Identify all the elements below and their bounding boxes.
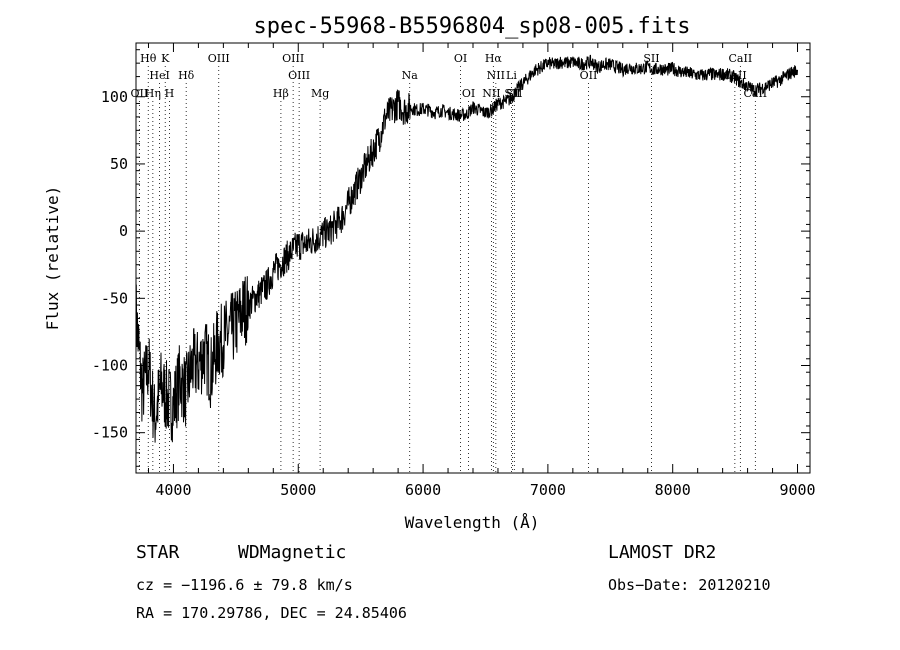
y-tick-label: -150 bbox=[92, 424, 128, 442]
coordinates: RA = 170.29786, DEC = 24.85406 bbox=[136, 604, 407, 622]
x-tick-label: 6000 bbox=[405, 481, 441, 499]
line-label: NII bbox=[487, 69, 505, 82]
line-label: Hδ bbox=[178, 69, 195, 82]
y-axis-label: Flux (relative) bbox=[43, 186, 62, 331]
line-label: OIII bbox=[208, 52, 230, 65]
x-tick-label: 7000 bbox=[530, 481, 566, 499]
line-label: Hη bbox=[145, 87, 161, 100]
spectrum-line bbox=[135, 54, 798, 443]
line-label: OI bbox=[454, 52, 467, 65]
chart-title: spec-55968-B5596804_sp08-005.fits bbox=[253, 14, 690, 39]
y-tick-label: -50 bbox=[101, 289, 128, 307]
line-label: K bbox=[161, 52, 170, 65]
line-label: OIII bbox=[282, 52, 304, 65]
spectral-line-markers bbox=[138, 66, 756, 473]
redshift-cz: cz = −1196.6 ± 79.8 km/s bbox=[136, 576, 353, 594]
y-tick-label: -100 bbox=[92, 357, 128, 375]
line-label: OII bbox=[580, 69, 598, 82]
x-tick-label: 4000 bbox=[155, 481, 191, 499]
y-tick-label: 100 bbox=[101, 88, 128, 106]
y-tick-label: 0 bbox=[119, 222, 128, 240]
object-class: STAR bbox=[136, 542, 180, 563]
line-label: H bbox=[165, 87, 175, 100]
line-label: Na bbox=[402, 69, 419, 82]
line-label: Hα bbox=[485, 52, 503, 65]
line-label: CaII bbox=[729, 52, 753, 65]
line-label: HeI bbox=[149, 69, 169, 82]
line-label: Hθ bbox=[140, 52, 157, 65]
object-subclass: WDMagnetic bbox=[238, 542, 347, 563]
x-tick-label: 5000 bbox=[280, 481, 316, 499]
y-tick-label: 50 bbox=[110, 155, 128, 173]
line-label: NII bbox=[482, 87, 500, 100]
line-label: Mg bbox=[311, 87, 329, 100]
line-label: Hβ bbox=[273, 87, 289, 100]
x-axis-label: Wavelength (Å) bbox=[405, 513, 540, 532]
line-label: Li bbox=[506, 69, 517, 82]
line-label: OI bbox=[462, 87, 475, 100]
survey-name: LAMOST DR2 bbox=[608, 542, 717, 563]
line-label: OIII bbox=[288, 69, 310, 82]
x-tick-label: 9000 bbox=[779, 481, 815, 499]
observation-date: Obs−Date: 20120210 bbox=[608, 576, 771, 594]
x-tick-label: 8000 bbox=[655, 481, 691, 499]
y-axis-ticks: -150 -100 -50 0 50 100 bbox=[92, 49, 810, 467]
x-axis-ticks: 4000 5000 6000 7000 8000 9000 bbox=[147, 43, 816, 499]
